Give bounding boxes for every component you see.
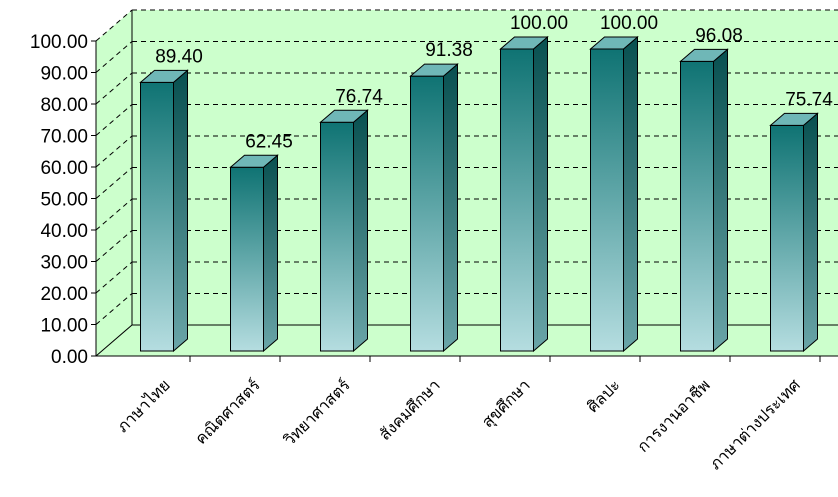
y-axis: 0.00 10.00 20.00 30.00 40.00 50.00 60.00 70.00 8… bbox=[30, 32, 838, 368]
bar-top bbox=[679, 48, 729, 62]
gridline-side bbox=[95, 41, 133, 73]
y-tick-label: 100.00 bbox=[30, 32, 88, 53]
bar bbox=[319, 109, 369, 353]
gridline-side bbox=[95, 72, 133, 105]
y-tick-label: 30.00 bbox=[40, 253, 88, 274]
x-tick-label: ศิลปะ bbox=[584, 377, 623, 416]
bar bbox=[229, 154, 279, 353]
bar-top bbox=[769, 112, 819, 126]
y-tick-label: 40.00 bbox=[40, 221, 88, 242]
bar-side bbox=[173, 69, 188, 353]
bar-front bbox=[410, 75, 444, 352]
data-label: 62.45 bbox=[245, 131, 293, 152]
x-tick-label: สุขศึกษา bbox=[479, 377, 534, 432]
gridline-side bbox=[95, 9, 133, 42]
gridline-side bbox=[95, 167, 133, 199]
y-tick-label: 20.00 bbox=[40, 284, 88, 305]
gridline-side bbox=[95, 230, 133, 262]
y-tick-label: 80.00 bbox=[40, 95, 88, 116]
gridline-side bbox=[95, 293, 133, 325]
data-label: 100.00 bbox=[510, 13, 568, 34]
bar-side bbox=[533, 35, 548, 353]
gridline-side bbox=[95, 198, 133, 231]
y-tick-label: 60.00 bbox=[40, 158, 88, 179]
bar-side bbox=[803, 112, 818, 353]
bar bbox=[499, 35, 549, 353]
data-label: 89.40 bbox=[155, 46, 203, 67]
bar-side bbox=[713, 48, 728, 353]
bar-front bbox=[500, 48, 534, 352]
bar bbox=[409, 63, 459, 353]
y-tick-label: 90.00 bbox=[40, 64, 88, 85]
bar-front bbox=[140, 81, 174, 352]
x-axis-tick-labels: ภาษาไทย คณิตศาสตร์ วิทยาศาสตร์ สังคมศึกษา สุ… bbox=[113, 356, 821, 474]
side-wall bbox=[96, 10, 132, 356]
y-tick-label: 70.00 bbox=[40, 127, 88, 148]
bar bbox=[139, 69, 189, 353]
bars bbox=[139, 35, 819, 353]
bar-front bbox=[320, 121, 354, 352]
bar bbox=[589, 35, 639, 353]
bar bbox=[769, 112, 819, 353]
bar bbox=[679, 48, 729, 353]
x-tick-label: คณิตศาสตร์ bbox=[191, 375, 264, 448]
y-tick-label: 0.00 bbox=[51, 347, 88, 368]
x-tick-label: สังคมศึกษา bbox=[377, 377, 444, 444]
data-labels: 89.40 62.45 76.74 91.38 100.00 100.00 96.08 75.… bbox=[155, 13, 833, 152]
bar-side bbox=[623, 35, 638, 353]
bar-top bbox=[139, 69, 189, 83]
gridline-side bbox=[95, 135, 133, 168]
bar-top bbox=[319, 109, 369, 123]
bar-front bbox=[590, 48, 624, 352]
x-tick-label: วิทยาศาสตร์ bbox=[280, 375, 354, 449]
data-label: 100.00 bbox=[600, 13, 658, 34]
bar-front bbox=[680, 60, 714, 352]
bar-top bbox=[229, 154, 279, 168]
bar-front bbox=[230, 166, 264, 352]
x-tick-label: ภาษาไทย bbox=[113, 375, 174, 436]
y-tick-label: 10.00 bbox=[40, 316, 88, 337]
bar-side bbox=[443, 63, 458, 353]
bar-top bbox=[499, 36, 549, 50]
y-tick-label: 50.00 bbox=[40, 190, 88, 211]
bar-top bbox=[409, 63, 459, 77]
gridline-side bbox=[95, 261, 133, 294]
data-label: 91.38 bbox=[425, 40, 473, 61]
bar-side bbox=[353, 109, 368, 353]
bar-top bbox=[589, 36, 639, 50]
data-label: 76.74 bbox=[335, 86, 383, 107]
gridline-side bbox=[95, 104, 133, 136]
x-tick-label: ภาษาต่างประเทศ bbox=[707, 377, 804, 474]
bar-front bbox=[770, 124, 804, 352]
x-tick-label: การงานอาชีพ bbox=[634, 376, 714, 456]
bar-side bbox=[263, 154, 278, 353]
data-label: 96.08 bbox=[695, 25, 743, 46]
data-label: 75.74 bbox=[785, 89, 833, 110]
